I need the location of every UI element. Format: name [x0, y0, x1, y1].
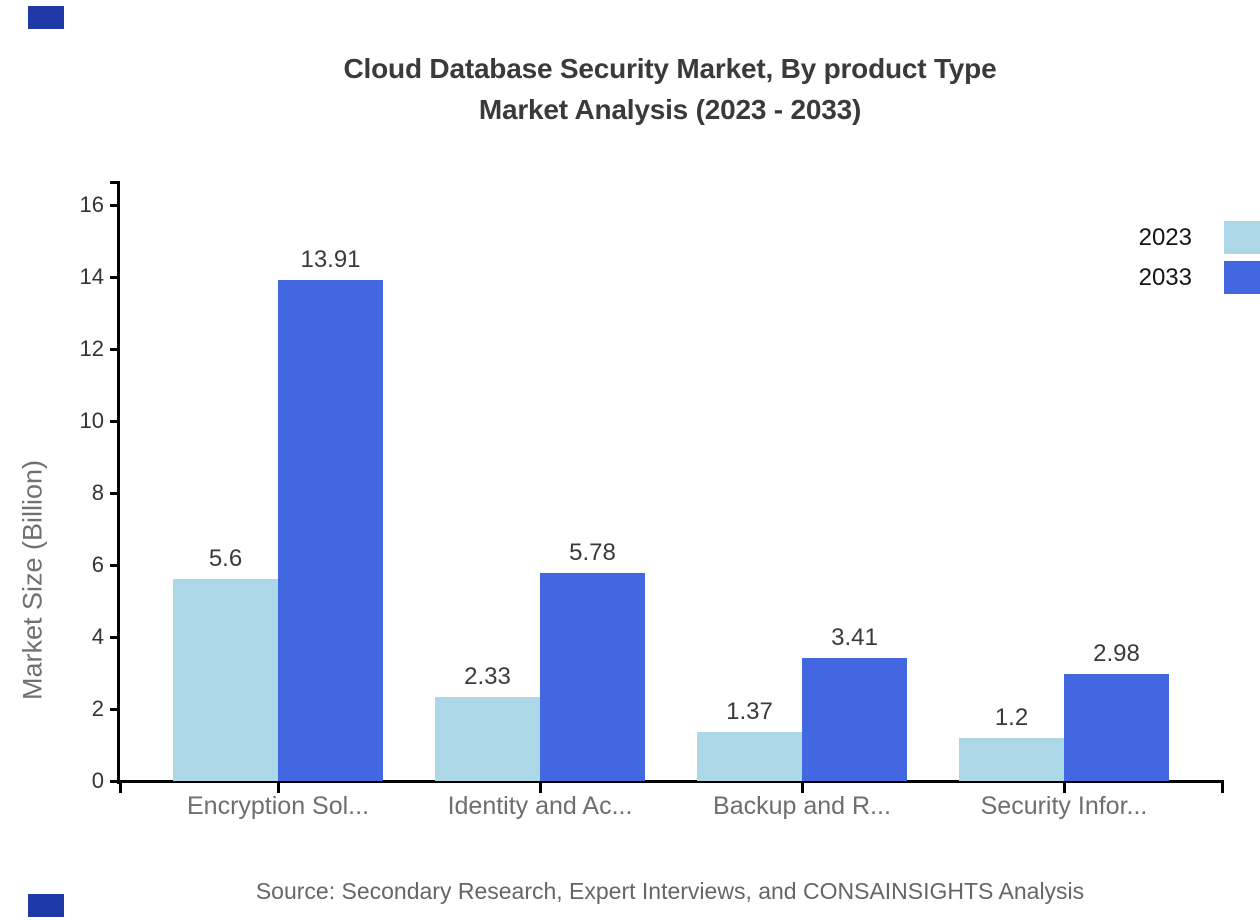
x-tick-mark [538, 780, 542, 793]
y-tick-mark [110, 491, 120, 495]
bar-2023-cat1 [173, 579, 278, 781]
bar-2033-cat3 [802, 658, 907, 781]
source-note: Source: Secondary Research, Expert Inter… [255, 878, 1085, 904]
value-label-2023-cat2: 2.33 [464, 663, 511, 690]
x-tick-mark [1062, 780, 1066, 793]
x-tick-mark [1220, 780, 1224, 793]
bar-2033-cat1 [278, 280, 383, 781]
y-axis-line [117, 181, 120, 784]
legend-item-2033: 2033 [1139, 261, 1260, 294]
x-tick-mark [800, 780, 804, 793]
y-tick-label: 2 [91, 696, 104, 721]
y-tick-mark [110, 347, 120, 351]
chart-title-line1: Cloud Database Security Market, By produ… [343, 53, 997, 84]
x-category-label: Identity and Ac... [447, 792, 633, 820]
y-tick-label: 4 [91, 624, 104, 649]
y-tick-label: 14 [79, 264, 104, 289]
bar-2033-cat2 [540, 573, 645, 781]
y-tick-mark [110, 419, 120, 423]
y-tick-mark [110, 563, 120, 567]
bar-2023-cat3 [697, 732, 802, 781]
value-label-2023-cat4: 1.2 [994, 704, 1029, 731]
value-label-2023-cat3: 1.37 [726, 698, 773, 725]
x-category-label: Encryption Sol... [186, 792, 370, 820]
y-tick-label: 10 [79, 408, 104, 433]
value-label-2033-cat1: 13.91 [300, 246, 361, 273]
y-tick-label: 0 [91, 768, 104, 793]
legend: 2023 2033 [1139, 221, 1260, 294]
y-axis-top-cap [110, 181, 120, 184]
value-label-2033-cat3: 3.41 [831, 624, 878, 651]
y-tick-label: 6 [91, 552, 104, 577]
legend-swatch-2023 [1224, 221, 1260, 254]
bar-2023-cat2 [435, 697, 540, 781]
x-category-label: Security Infor... [980, 792, 1148, 820]
value-label-2033-cat2: 5.78 [569, 539, 616, 566]
y-tick-mark [110, 203, 120, 207]
y-tick-mark [110, 635, 120, 639]
value-label-2023-cat1: 5.6 [208, 545, 243, 572]
legend-label-2023: 2023 [1138, 223, 1192, 251]
bar-2033-cat4 [1064, 674, 1169, 781]
value-label-2033-cat4: 2.98 [1093, 640, 1140, 667]
y-tick-label: 12 [79, 336, 104, 361]
x-tick-mark [276, 780, 280, 793]
x-category-label: Backup and R... [713, 792, 891, 820]
y-tick-mark [110, 707, 120, 711]
legend-label-2033: 2033 [1138, 263, 1192, 291]
legend-swatch-2033 [1224, 261, 1260, 294]
y-tick-label: 8 [91, 480, 104, 505]
y-tick-mark [110, 275, 120, 279]
legend-item-2023: 2023 [1139, 221, 1260, 254]
x-tick-mark [118, 780, 122, 793]
bar-2023-cat4 [959, 738, 1064, 781]
x-axis-line [110, 780, 1222, 783]
y-tick-label: 16 [79, 192, 104, 217]
chart-title-line2: Market Analysis (2023 - 2033) [478, 94, 862, 125]
chart-title: Cloud Database Security Market, By produ… [80, 48, 1260, 130]
brand-corner-square-bottom [28, 894, 64, 917]
brand-corner-square-top [28, 6, 64, 29]
